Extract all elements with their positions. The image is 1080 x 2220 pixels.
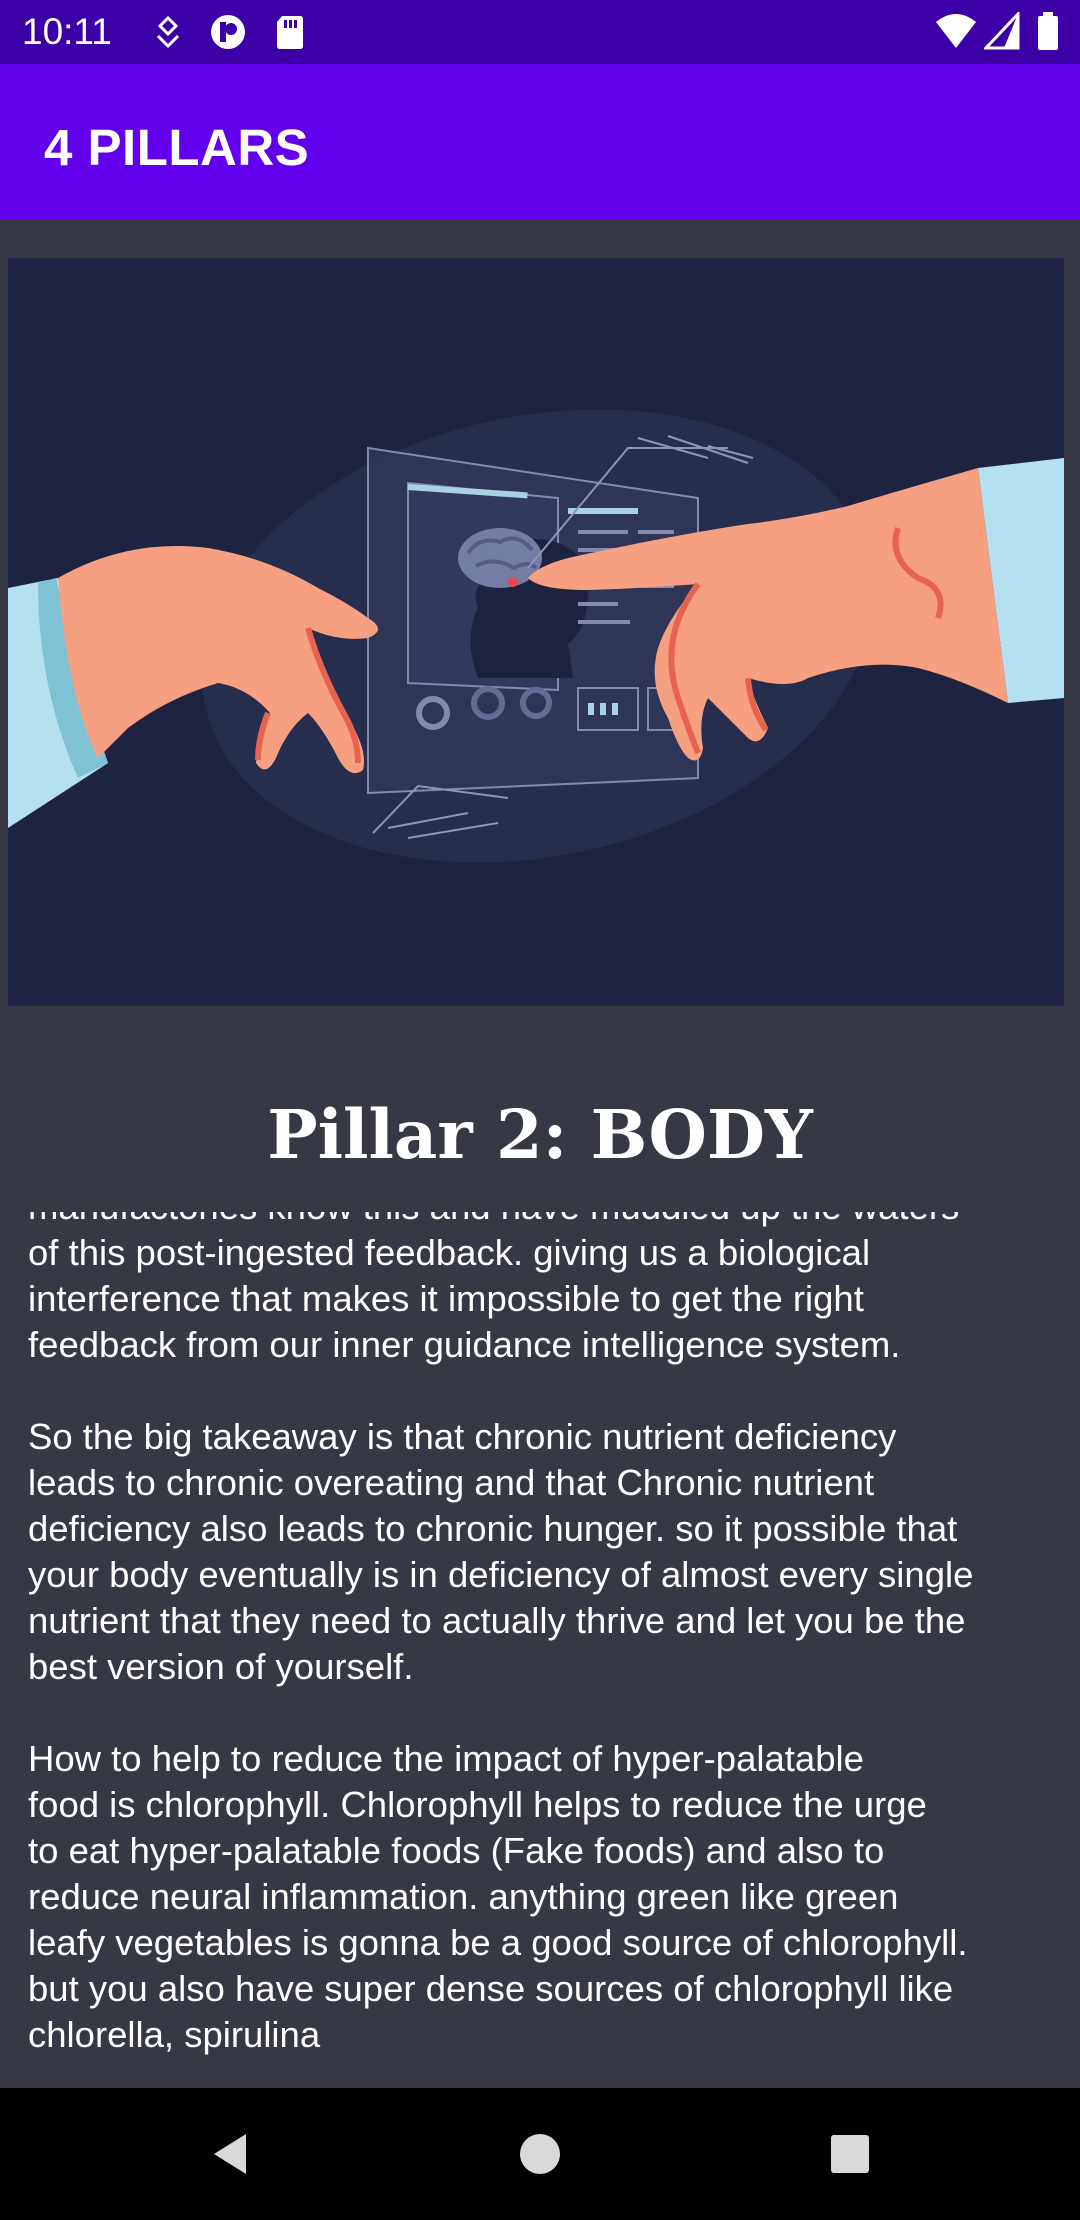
- article-paragraph: manufactories know this and have muddied…: [28, 1212, 959, 1365]
- navigation-bar: [0, 2088, 1080, 2220]
- debug-icon: [156, 15, 180, 49]
- hands-touching-brain-screen-illustration: [8, 258, 1064, 1006]
- hero-image: [8, 258, 1064, 1006]
- article-scroll-area[interactable]: manufactories know this and have muddied…: [0, 1212, 1080, 2088]
- page-title: Pillar 2: BODY: [267, 1095, 813, 1174]
- battery-icon: [1038, 12, 1058, 50]
- article-paragraph: So the big takeaway is that chronic nutr…: [28, 1416, 974, 1687]
- app-bar: 4 PILLARS: [0, 64, 1080, 220]
- status-time: 10:11: [22, 11, 112, 52]
- wifi-icon: [936, 14, 976, 48]
- back-icon[interactable]: [200, 2122, 264, 2186]
- app-title: 4 PILLARS: [44, 119, 310, 176]
- sd-card-icon: [277, 16, 303, 49]
- status-bar: 10:11: [0, 0, 1080, 64]
- home-icon[interactable]: [508, 2122, 572, 2186]
- article-paragraph: How to help to reduce the impact of hype…: [28, 1738, 968, 2055]
- article-body: manufactories know this and have muddied…: [28, 1212, 1056, 2058]
- signal-icon: [984, 12, 1020, 50]
- pocket-icon: [211, 15, 245, 49]
- recents-icon[interactable]: [818, 2122, 882, 2186]
